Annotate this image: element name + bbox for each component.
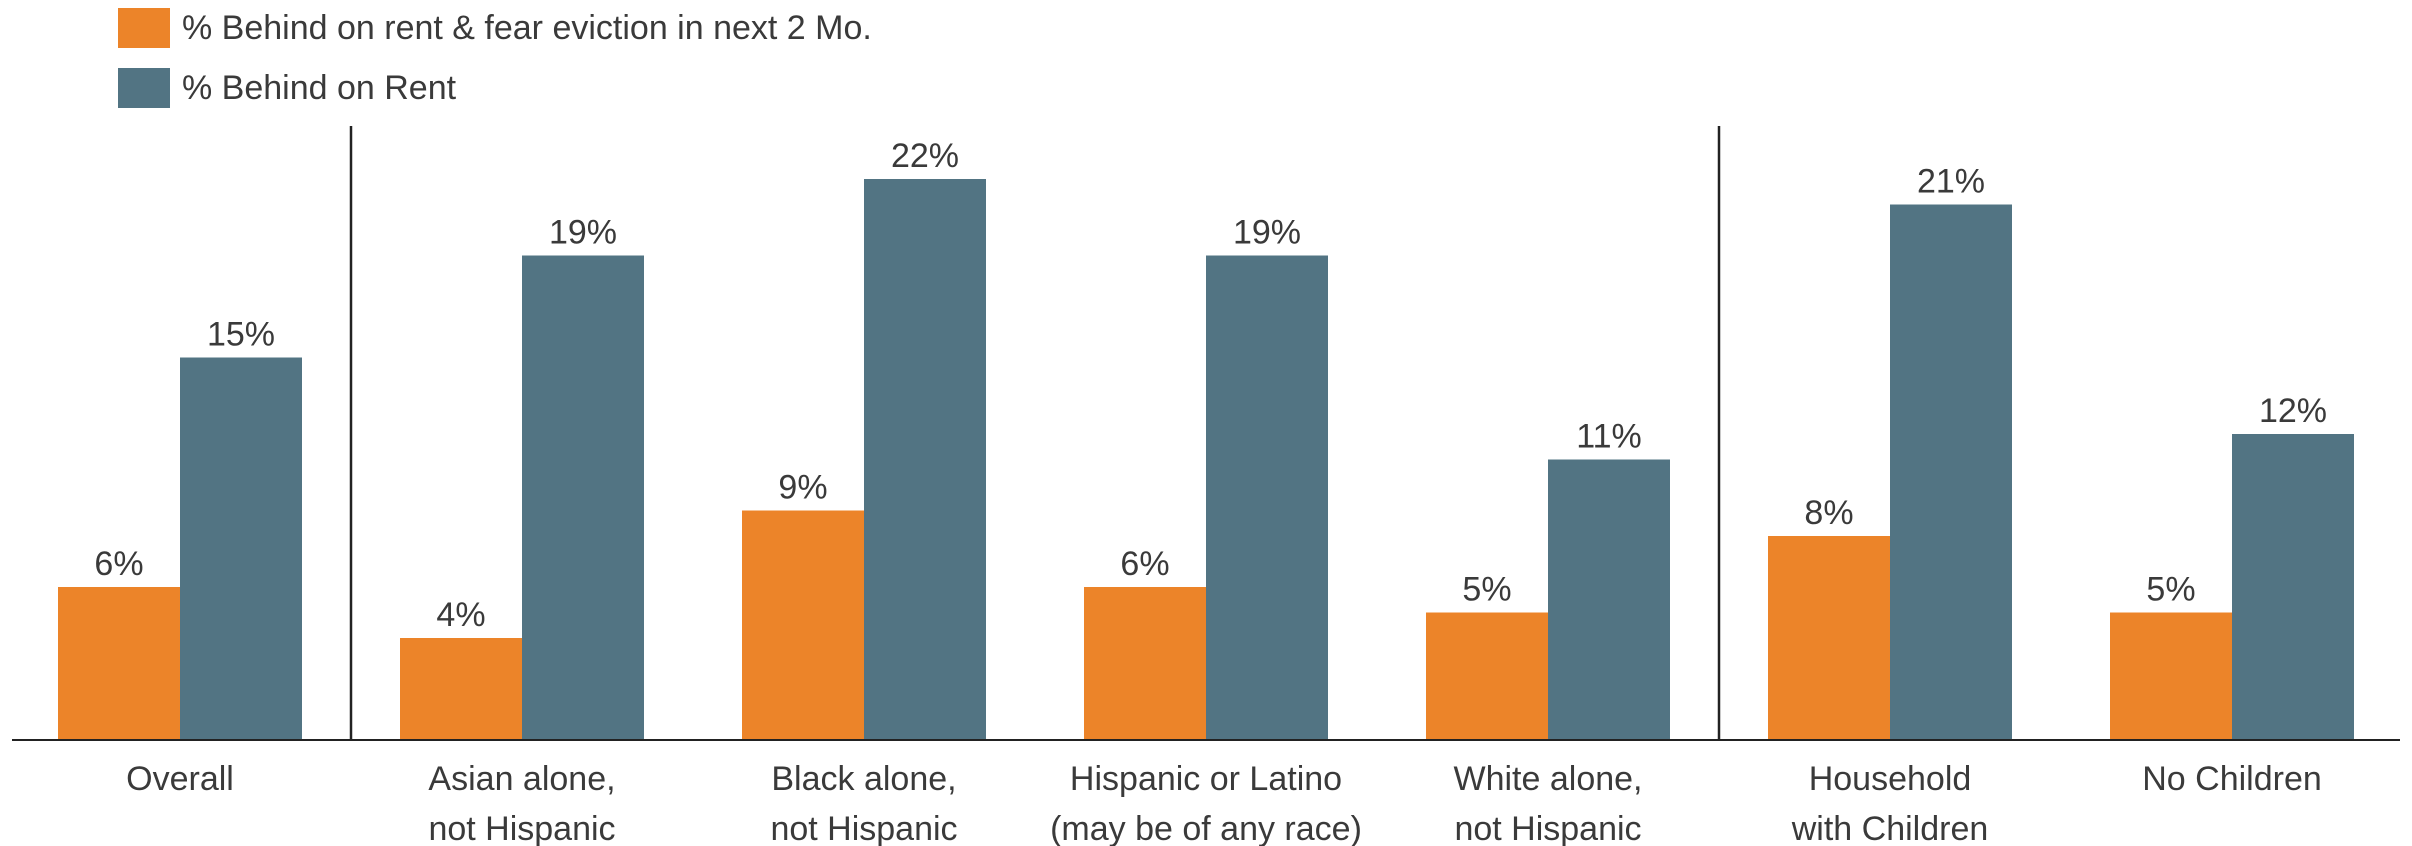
bar-behind-on-rent-6 bbox=[2232, 434, 2354, 740]
data-label-fear-eviction-1: 4% bbox=[436, 596, 485, 634]
category-label-4-line-0: White alone, bbox=[1454, 760, 1643, 798]
bar-behind-on-rent-0 bbox=[180, 357, 302, 740]
data-label-behind-on-rent-6: 12% bbox=[2259, 392, 2327, 430]
bar-fear-eviction-1 bbox=[400, 638, 522, 740]
legend-item-fear-eviction: % Behind on rent & fear eviction in next… bbox=[118, 8, 872, 48]
bar-behind-on-rent-2 bbox=[864, 179, 986, 740]
data-label-fear-eviction-3: 6% bbox=[1120, 545, 1169, 583]
data-label-fear-eviction-5: 8% bbox=[1804, 494, 1853, 532]
data-label-fear-eviction-2: 9% bbox=[778, 469, 827, 507]
bar-fear-eviction-2 bbox=[742, 510, 864, 740]
legend-item-behind-on-rent: % Behind on Rent bbox=[118, 68, 872, 108]
category-label-1-line-1: not Hispanic bbox=[428, 810, 615, 846]
category-label-6-line-0: No Children bbox=[2142, 760, 2322, 798]
data-label-fear-eviction-0: 6% bbox=[94, 545, 143, 583]
legend: % Behind on rent & fear eviction in next… bbox=[118, 8, 872, 128]
category-label-3-line-1: (may be of any race) bbox=[1050, 810, 1362, 846]
data-label-behind-on-rent-1: 19% bbox=[549, 214, 617, 252]
bar-fear-eviction-6 bbox=[2110, 612, 2232, 740]
legend-swatch-slate bbox=[118, 68, 170, 108]
category-label-2-line-0: Black alone, bbox=[771, 760, 956, 798]
data-label-fear-eviction-4: 5% bbox=[1462, 571, 1511, 609]
category-label-4-line-1: not Hispanic bbox=[1454, 810, 1641, 846]
category-label-5-line-1: with Children bbox=[1791, 810, 1989, 846]
data-label-behind-on-rent-3: 19% bbox=[1233, 214, 1301, 252]
legend-swatch-orange bbox=[118, 8, 170, 48]
bar-behind-on-rent-1 bbox=[522, 255, 644, 740]
data-label-behind-on-rent-4: 11% bbox=[1576, 418, 1642, 456]
legend-label-behind-on-rent: % Behind on Rent bbox=[182, 68, 457, 107]
category-label-1-line-0: Asian alone, bbox=[428, 760, 615, 798]
bar-behind-on-rent-5 bbox=[1890, 204, 2012, 740]
category-label-5-line-0: Household bbox=[1809, 760, 1972, 798]
bar-fear-eviction-0 bbox=[58, 587, 180, 740]
bar-behind-on-rent-3 bbox=[1206, 255, 1328, 740]
data-label-fear-eviction-6: 5% bbox=[2146, 571, 2195, 609]
bar-fear-eviction-4 bbox=[1426, 612, 1548, 740]
category-label-3-line-0: Hispanic or Latino bbox=[1070, 760, 1342, 798]
bar-fear-eviction-5 bbox=[1768, 536, 1890, 740]
data-label-behind-on-rent-2: 22% bbox=[891, 137, 959, 175]
data-label-behind-on-rent-0: 15% bbox=[207, 316, 275, 354]
category-label-2-line-1: not Hispanic bbox=[770, 810, 957, 846]
legend-label-fear-eviction: % Behind on rent & fear eviction in next… bbox=[182, 8, 872, 47]
data-label-behind-on-rent-5: 21% bbox=[1917, 163, 1985, 201]
bar-behind-on-rent-4 bbox=[1548, 459, 1670, 740]
bar-fear-eviction-3 bbox=[1084, 587, 1206, 740]
category-label-0-line-0: Overall bbox=[126, 760, 234, 798]
